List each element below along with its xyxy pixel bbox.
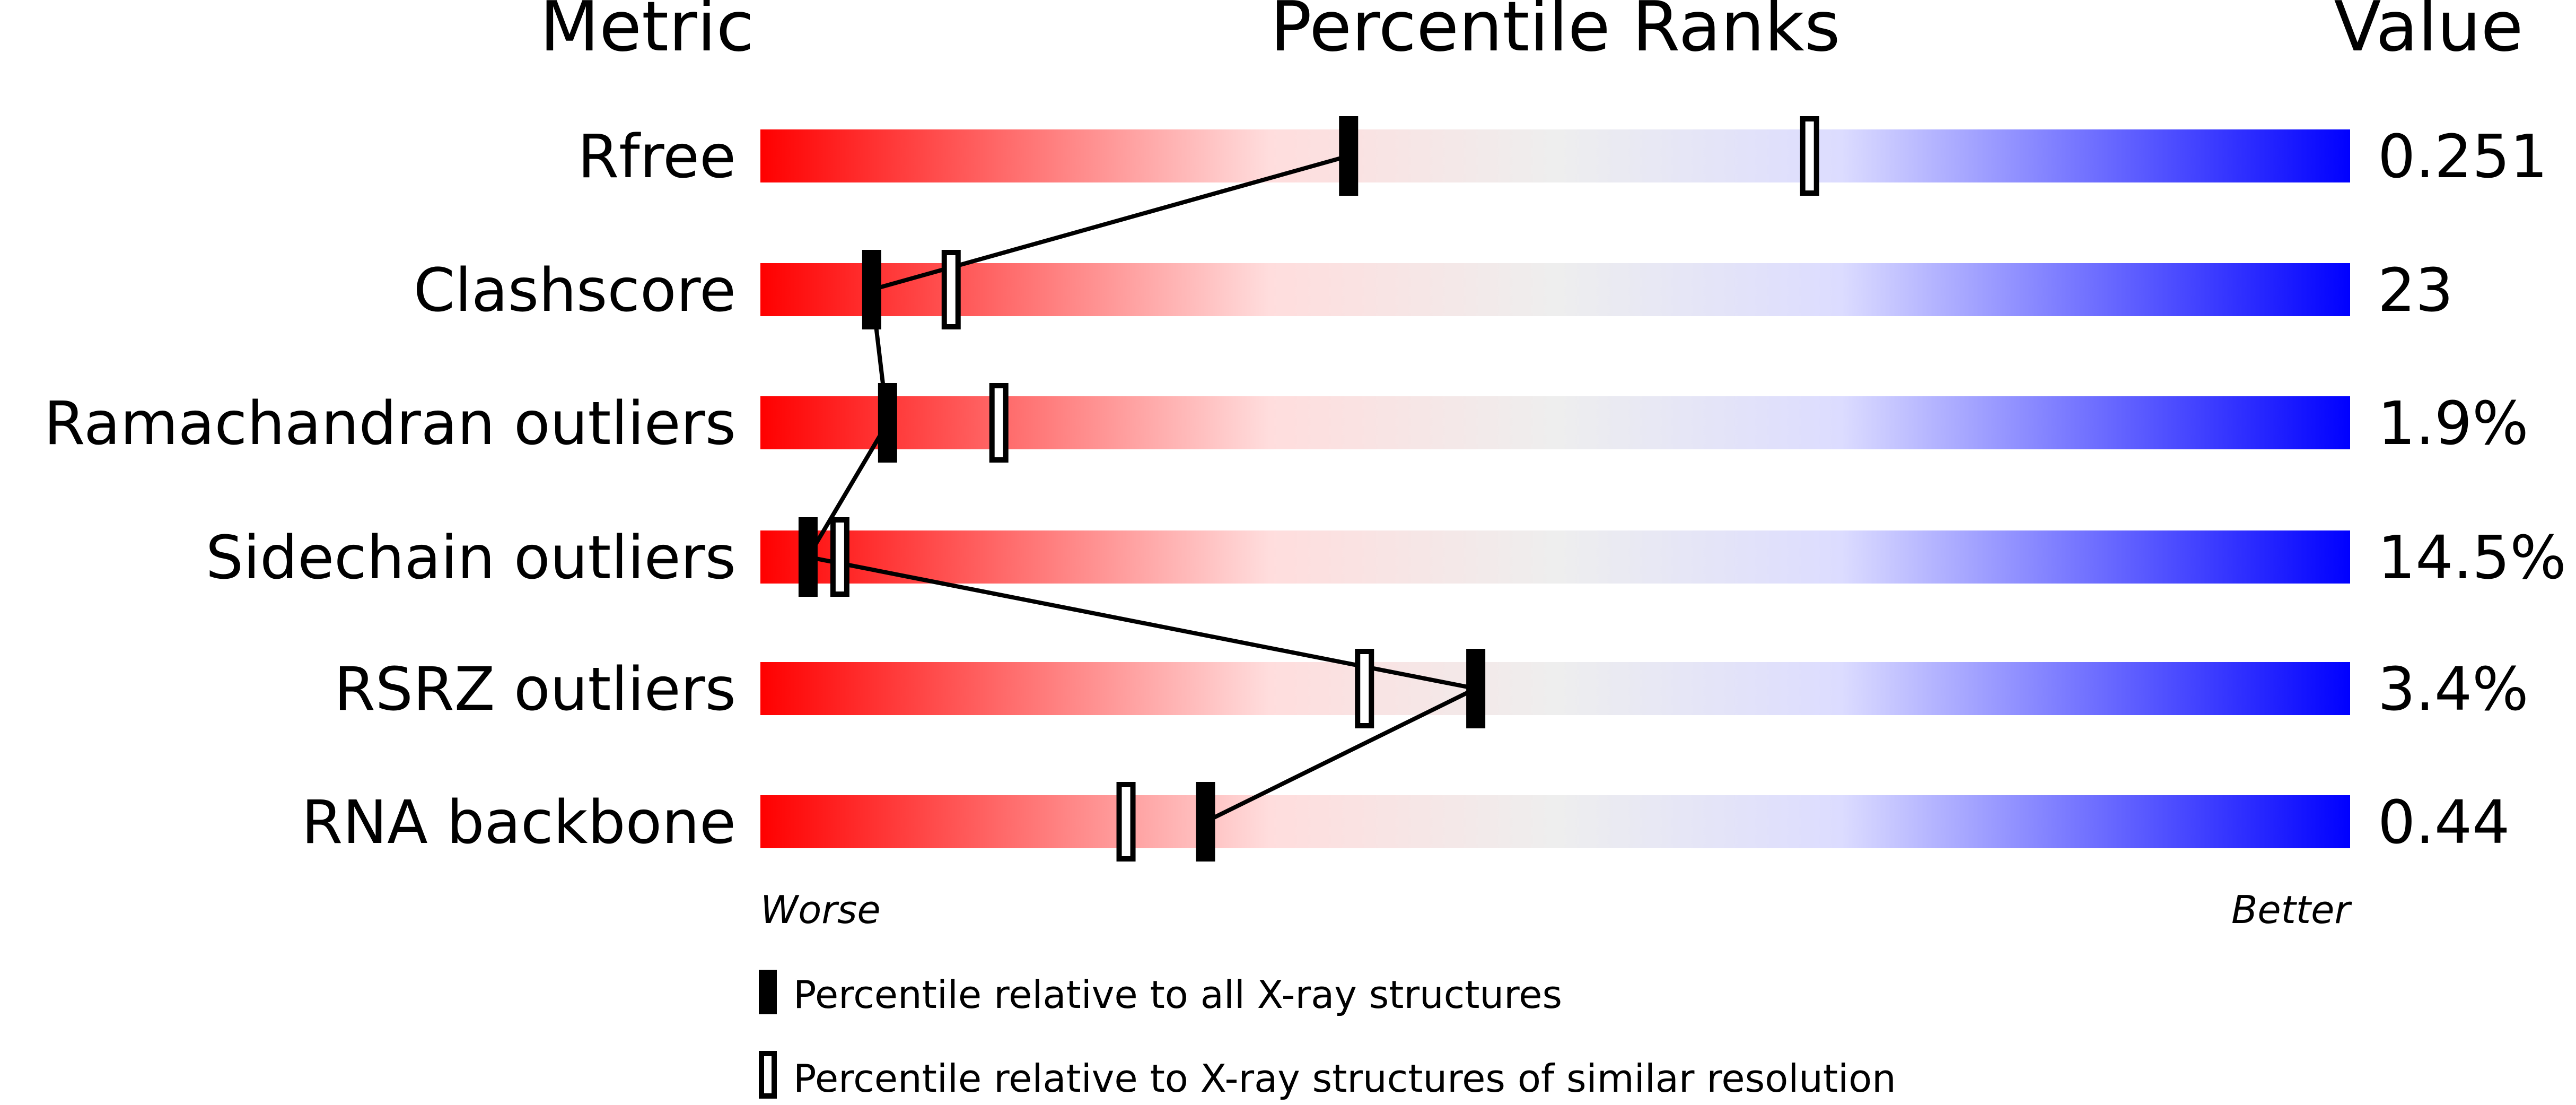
- legend-filled-marker: [759, 970, 777, 1014]
- similar-resolution-marker: [941, 250, 961, 329]
- all-structures-marker: [878, 383, 897, 463]
- worse-label: Worse: [760, 888, 881, 932]
- similar-resolution-marker: [1116, 782, 1136, 862]
- metric-label: Rfree: [577, 123, 736, 192]
- percentile-bar: [760, 263, 2350, 316]
- header-metric: Metric: [540, 0, 754, 67]
- similar-resolution-marker: [1355, 649, 1374, 728]
- metric-label: RSRZ outliers: [334, 655, 736, 724]
- metric-label: Clashscore: [414, 256, 736, 325]
- percentile-bar: [760, 795, 2350, 848]
- header-percentile: Percentile Ranks: [1270, 0, 1840, 67]
- all-structures-marker: [1196, 782, 1215, 862]
- metric-value: 0.44: [2378, 788, 2510, 857]
- metric-value: 1.9%: [2378, 389, 2529, 458]
- metric-value: 0.251: [2378, 123, 2548, 192]
- percentile-bar: [760, 396, 2350, 449]
- legend-filled-label: Percentile relative to all X-ray structu…: [793, 972, 1562, 1017]
- similar-resolution-marker: [1800, 116, 1819, 196]
- all-structures-marker: [1466, 649, 1486, 728]
- percentile-bar: [760, 129, 2350, 182]
- metric-value: 14.5%: [2378, 524, 2566, 593]
- percentile-bar: [760, 530, 2350, 584]
- legend-open-marker: [759, 1051, 777, 1099]
- metric-label: Sidechain outliers: [206, 524, 736, 593]
- similar-resolution-marker: [989, 383, 1009, 463]
- all-structures-marker: [798, 517, 818, 597]
- similar-resolution-marker: [830, 517, 849, 597]
- better-label: Better: [2231, 888, 2352, 932]
- header-value: Value: [2334, 0, 2524, 67]
- percentile-bar: [760, 662, 2350, 715]
- metric-value: 3.4%: [2378, 655, 2529, 724]
- legend-open-label: Percentile relative to X-ray structures …: [793, 1056, 1896, 1101]
- all-structures-marker: [1339, 116, 1359, 196]
- all-structures-marker: [862, 250, 881, 329]
- percentile-connector-line: [804, 154, 1483, 824]
- metric-label: RNA backbone: [302, 788, 737, 857]
- metric-value: 23: [2378, 256, 2454, 325]
- metric-label: Ramachandran outliers: [44, 389, 736, 458]
